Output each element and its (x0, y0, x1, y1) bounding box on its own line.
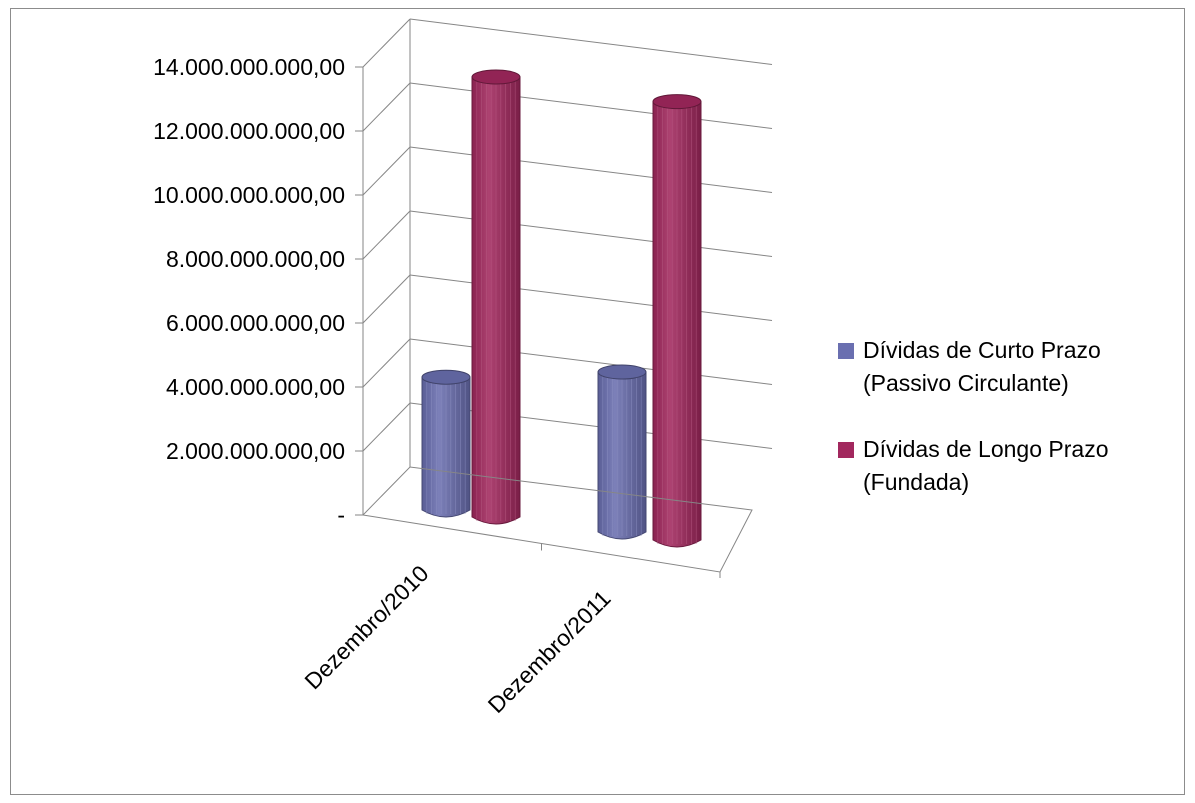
gridline-side (362, 274, 411, 324)
bar-cap (652, 94, 702, 110)
legend-label: Dívidas de Curto Prazo (863, 337, 1101, 363)
gridline-back (409, 146, 773, 194)
legend-label: (Passivo Circulante) (863, 370, 1069, 396)
chart-floor (361, 466, 753, 578)
y-tick-label: 2.000.000.000,00 (166, 438, 345, 464)
category-labels: Dezembro/2010 Dezembro/2011 (299, 560, 615, 718)
legend-label: Dívidas de Longo Prazo (863, 436, 1109, 462)
bar-cap (597, 364, 647, 380)
legend-item: Dívidas de Longo Prazo (Fundada) (838, 436, 1109, 495)
category-label: Dezembro/2011 (483, 585, 616, 718)
gridline-back (409, 338, 773, 386)
gridline-back (409, 18, 773, 66)
gridline-side (362, 82, 411, 132)
y-axis-ticks: - 2.000.000.000,00 4.000.000.000,00 6.000.0… (153, 54, 363, 528)
bar-short-term-2 (597, 364, 647, 540)
gridline-side (362, 146, 411, 196)
bar-cap (421, 369, 471, 385)
legend: Dívidas de Curto Prazo (Passivo Circulant… (838, 337, 1109, 495)
bar-short-term-1 (421, 369, 471, 518)
bar-long-term-2 (652, 94, 702, 548)
gridline-back (409, 82, 773, 130)
category-label: Dezembro/2010 (299, 560, 433, 694)
gridline-back (409, 274, 773, 322)
legend-item: Dívidas de Curto Prazo (Passivo Circulant… (838, 337, 1101, 396)
gridline-side (362, 338, 411, 388)
y-tick-label: 4.000.000.000,00 (166, 374, 345, 400)
gridlines (362, 18, 773, 452)
gridline-side (362, 18, 411, 68)
y-tick-label: - (337, 502, 345, 528)
bar-long-term-1 (471, 69, 521, 525)
y-tick-label: 10.000.000.000,00 (153, 182, 345, 208)
y-tick-label: 8.000.000.000,00 (166, 246, 345, 272)
y-tick-label: 6.000.000.000,00 (166, 310, 345, 336)
chart-walls (362, 19, 411, 515)
floor-outline (361, 466, 753, 573)
gridline-back (409, 210, 773, 258)
bars (421, 69, 702, 548)
bar-cap (471, 69, 521, 85)
legend-swatch (838, 442, 854, 458)
legend-swatch (838, 343, 854, 359)
y-tick-label: 12.000.000.000,00 (153, 118, 345, 144)
gridline-side (362, 402, 411, 452)
legend-label: (Fundada) (863, 469, 969, 495)
gridline-side (362, 210, 411, 260)
y-tick-label: 14.000.000.000,00 (153, 54, 345, 80)
